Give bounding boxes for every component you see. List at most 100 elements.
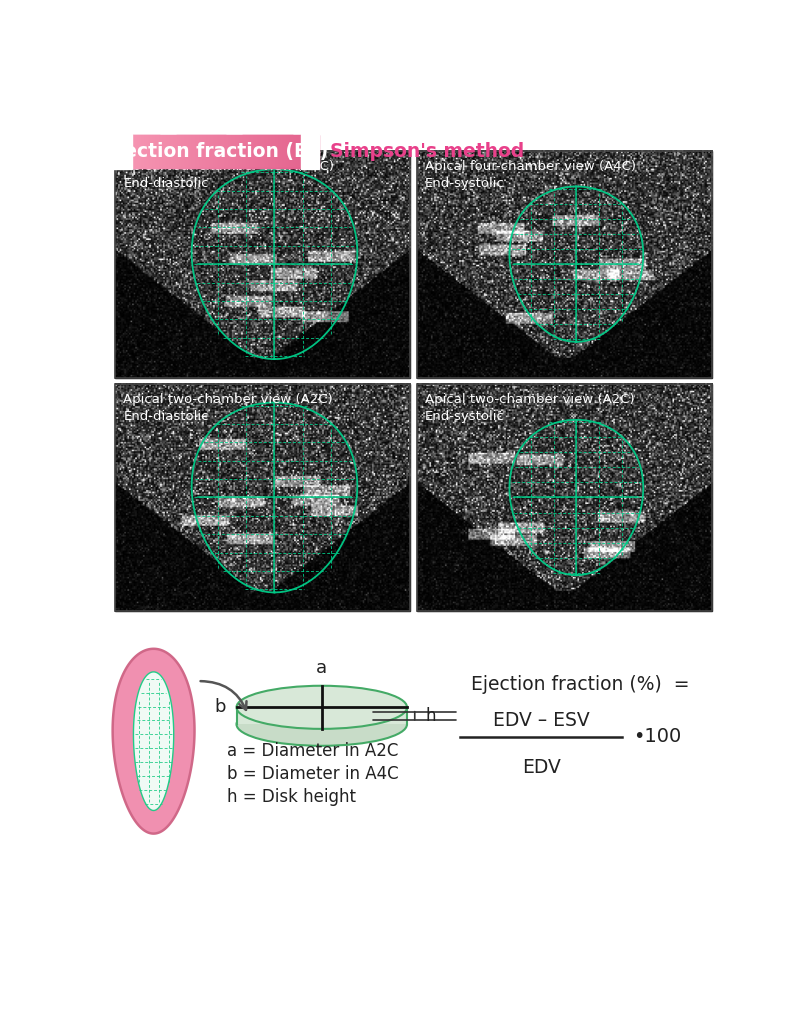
Text: a: a xyxy=(316,658,328,677)
Bar xyxy=(270,135,272,168)
Text: Simpson's method: Simpson's method xyxy=(329,142,524,161)
Bar xyxy=(170,135,173,168)
Bar xyxy=(176,135,178,168)
Bar xyxy=(265,135,267,168)
Bar xyxy=(262,135,264,168)
Bar xyxy=(136,135,138,168)
Bar xyxy=(247,135,249,168)
Bar xyxy=(278,135,279,168)
Bar xyxy=(278,135,280,168)
Bar xyxy=(287,135,289,168)
Bar xyxy=(258,135,260,168)
Bar xyxy=(208,135,210,168)
Bar xyxy=(157,135,158,168)
Bar xyxy=(184,135,186,168)
Bar xyxy=(116,135,118,168)
Bar xyxy=(274,135,275,168)
Bar xyxy=(238,135,240,168)
Bar xyxy=(228,135,229,168)
Bar xyxy=(295,135,296,168)
Bar xyxy=(148,135,150,168)
Bar xyxy=(216,135,218,168)
Bar xyxy=(187,135,189,168)
Bar xyxy=(194,135,196,168)
Bar xyxy=(207,135,208,168)
Bar xyxy=(131,135,133,168)
Bar xyxy=(236,135,237,168)
Bar xyxy=(156,135,157,168)
Bar xyxy=(115,384,411,611)
Bar xyxy=(130,135,132,168)
Bar xyxy=(309,135,311,168)
Bar xyxy=(225,135,228,168)
Bar xyxy=(165,135,167,168)
Bar xyxy=(182,135,184,168)
Bar xyxy=(173,135,174,168)
Bar xyxy=(267,135,269,168)
Bar xyxy=(296,135,299,168)
Bar xyxy=(292,135,295,168)
Bar xyxy=(221,135,224,168)
Bar xyxy=(166,135,169,168)
Bar xyxy=(229,135,232,168)
Bar xyxy=(197,135,199,168)
Bar xyxy=(165,135,166,168)
Bar xyxy=(244,135,245,168)
Bar xyxy=(295,135,297,168)
Bar xyxy=(240,135,241,168)
Bar xyxy=(317,135,319,168)
Bar xyxy=(137,135,139,168)
Bar xyxy=(188,135,190,168)
Bar xyxy=(260,135,261,168)
Bar xyxy=(257,135,259,168)
Bar xyxy=(249,135,251,168)
Bar xyxy=(239,135,240,168)
Bar xyxy=(134,135,136,168)
Bar xyxy=(211,135,213,168)
Bar xyxy=(123,135,125,168)
Bar xyxy=(232,135,233,168)
Bar xyxy=(201,135,203,168)
Bar xyxy=(126,135,128,168)
Polygon shape xyxy=(236,708,407,724)
Bar xyxy=(125,135,127,168)
Bar xyxy=(283,135,285,168)
Bar xyxy=(275,135,277,168)
Bar xyxy=(215,135,217,168)
Bar xyxy=(223,135,224,168)
Bar xyxy=(162,135,165,168)
Bar xyxy=(204,135,206,168)
Text: Apical four-chamber view (A4C)
End-systolic: Apical four-chamber view (A4C) End-systo… xyxy=(425,160,636,189)
Bar xyxy=(298,135,299,168)
Bar xyxy=(301,135,303,168)
Bar xyxy=(228,135,230,168)
Bar xyxy=(160,135,161,168)
Bar xyxy=(286,135,288,168)
Bar xyxy=(121,135,123,168)
Bar xyxy=(169,135,170,168)
Bar xyxy=(219,135,220,168)
Text: Apical two-chamber view (A2C)
End-systolic: Apical two-chamber view (A2C) End-systol… xyxy=(425,393,635,423)
Bar xyxy=(251,135,253,168)
Bar xyxy=(146,135,148,168)
Bar xyxy=(302,135,303,168)
Bar xyxy=(235,135,236,168)
Bar xyxy=(175,135,177,168)
Bar xyxy=(248,135,249,168)
Bar xyxy=(288,135,291,168)
Polygon shape xyxy=(113,649,194,834)
Bar xyxy=(416,384,713,611)
Bar xyxy=(416,151,713,378)
Bar xyxy=(242,135,244,168)
Bar xyxy=(122,135,123,168)
Bar xyxy=(186,135,188,168)
Bar xyxy=(255,135,257,168)
Bar xyxy=(168,135,169,168)
Bar xyxy=(209,135,211,168)
Bar xyxy=(172,135,174,168)
Bar xyxy=(150,135,153,168)
Bar xyxy=(270,135,271,168)
Bar xyxy=(253,135,255,168)
Bar xyxy=(199,135,201,168)
Bar xyxy=(224,135,225,168)
